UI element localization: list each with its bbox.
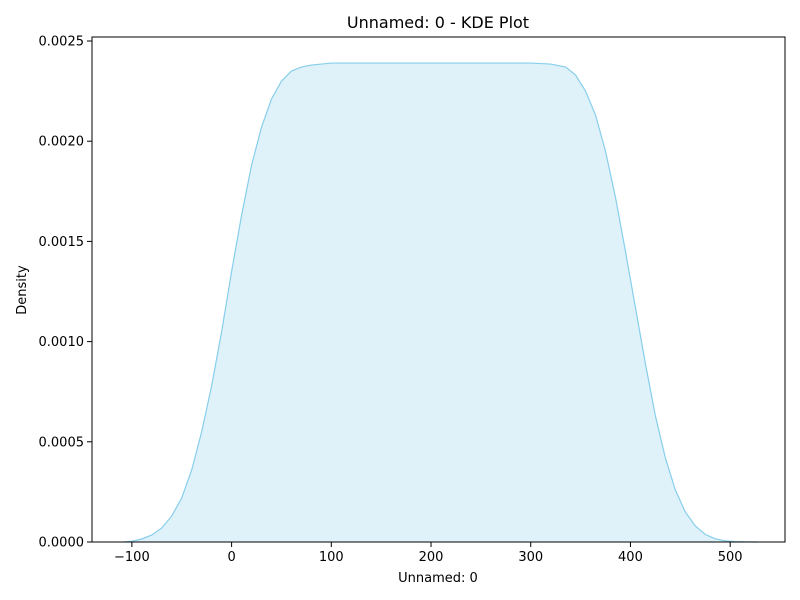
- x-tick-label: 400: [618, 550, 643, 565]
- x-tick-label: 200: [419, 550, 444, 565]
- y-tick-label: 0.0025: [39, 35, 85, 50]
- y-tick-label: 0.0005: [39, 435, 85, 450]
- y-tick-label: 0.0020: [39, 135, 85, 150]
- y-axis-label: Density: [15, 265, 30, 315]
- x-tick-label: 500: [718, 550, 743, 565]
- plot-area: [123, 62, 758, 543]
- x-tick-label: 300: [518, 550, 543, 565]
- x-tick-label: −100: [114, 550, 150, 565]
- chart-title: Unnamed: 0 - KDE Plot: [347, 13, 529, 32]
- density-area-fill: [123, 63, 758, 543]
- x-tick-label: 0: [227, 550, 235, 565]
- x-axis-ticks: −100 0 100 200 300 400 500: [114, 542, 743, 565]
- y-axis-ticks: 0.0000 0.0005 0.0010 0.0015 0.0020 0.0025: [39, 35, 92, 551]
- axes-frame: [91, 36, 786, 543]
- x-tick-label: 100: [319, 550, 344, 565]
- y-tick-label: 0.0000: [39, 536, 85, 551]
- density-curve: [123, 62, 758, 543]
- y-tick-label: 0.0015: [39, 235, 85, 250]
- x-axis-label: Unnamed: 0: [398, 571, 478, 586]
- y-tick-label: 0.0010: [39, 335, 85, 350]
